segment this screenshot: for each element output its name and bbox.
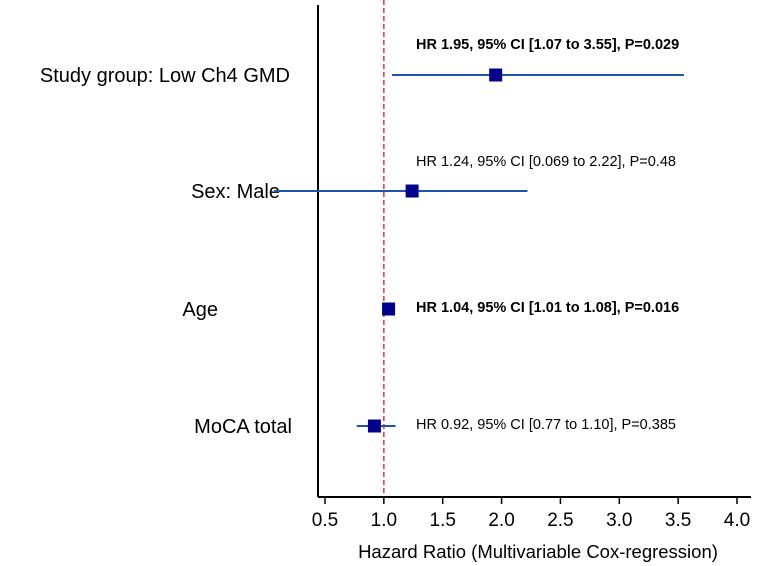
row-label: Study group: Low Ch4 GMD xyxy=(40,65,290,87)
x-tick-label: 0.5 xyxy=(312,510,338,531)
hr-annotation: HR 1.24, 95% CI [0.069 to 2.22], P=0.48 xyxy=(416,154,676,170)
hr-marker xyxy=(405,184,419,198)
x-tick-label: 2.0 xyxy=(488,510,514,531)
hr-annotation: HR 1.04, 95% CI [1.01 to 1.08], P=0.016 xyxy=(416,300,679,316)
x-tick-label: 3.5 xyxy=(665,510,691,531)
row-label: Age xyxy=(182,299,218,321)
x-tick-label: 1.5 xyxy=(430,510,456,531)
forest-row: Sex: Male HR 1.24, 95% CI [0.069 to 2.22]… xyxy=(191,154,676,203)
forest-row: MoCA total HR 0.92, 95% CI [0.77 to 1.10]… xyxy=(194,416,676,438)
x-tick-label: 2.5 xyxy=(547,510,573,531)
rows: Study group: Low Ch4 GMD HR 1.95, 95% CI … xyxy=(40,37,685,438)
row-label: Sex: Male xyxy=(191,181,280,203)
x-axis: 0.5 1.0 1.5 2.0 2.5 3.0 3.5 4.0 xyxy=(312,5,751,531)
hr-marker xyxy=(367,419,381,433)
forest-row: Age HR 1.04, 95% CI [1.01 to 1.08], P=0.0… xyxy=(182,299,679,321)
x-tick-label: 1.0 xyxy=(371,510,397,531)
x-axis-title: Hazard Ratio (Multivariable Cox-regressi… xyxy=(358,541,718,562)
hr-annotation: HR 1.95, 95% CI [1.07 to 3.55], P=0.029 xyxy=(416,37,679,53)
row-label: MoCA total xyxy=(194,416,292,438)
hr-annotation: HR 0.92, 95% CI [0.77 to 1.10], P=0.385 xyxy=(416,417,676,433)
hr-marker xyxy=(489,68,503,82)
x-tick-label: 3.0 xyxy=(606,510,632,531)
forest-row: Study group: Low Ch4 GMD HR 1.95, 95% CI … xyxy=(40,37,685,87)
x-tick-label: 4.0 xyxy=(724,510,750,531)
hr-marker xyxy=(382,302,396,316)
